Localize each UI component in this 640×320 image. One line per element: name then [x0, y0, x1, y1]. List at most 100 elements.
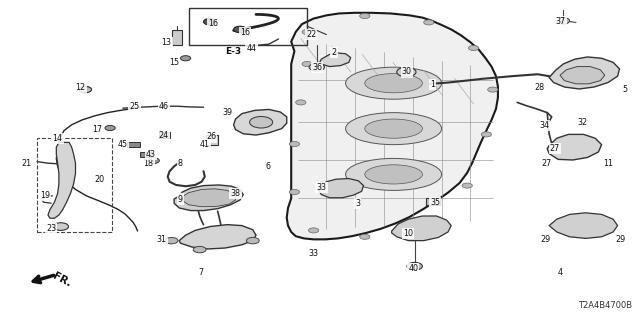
- Text: 21: 21: [22, 159, 32, 168]
- Circle shape: [289, 141, 300, 147]
- Polygon shape: [320, 53, 351, 67]
- Polygon shape: [319, 179, 364, 198]
- Text: 22: 22: [306, 30, 316, 39]
- Circle shape: [302, 61, 312, 67]
- Text: 19: 19: [40, 191, 50, 200]
- Ellipse shape: [365, 119, 422, 138]
- Circle shape: [468, 45, 479, 51]
- Polygon shape: [547, 134, 602, 160]
- Circle shape: [204, 19, 216, 25]
- Text: 28: 28: [534, 83, 545, 92]
- Text: 33: 33: [316, 183, 326, 192]
- Polygon shape: [392, 216, 451, 241]
- Circle shape: [53, 223, 68, 230]
- Circle shape: [424, 20, 434, 25]
- Text: 27: 27: [541, 159, 552, 168]
- Text: 3: 3: [355, 199, 360, 208]
- Text: 16: 16: [208, 20, 218, 28]
- Polygon shape: [174, 185, 243, 211]
- Bar: [159, 132, 170, 138]
- Polygon shape: [182, 189, 236, 207]
- Circle shape: [488, 87, 498, 92]
- Circle shape: [148, 158, 159, 164]
- Text: 5: 5: [622, 85, 627, 94]
- Text: FR.: FR.: [51, 271, 73, 289]
- Circle shape: [79, 86, 92, 93]
- Circle shape: [481, 132, 492, 137]
- Text: 15: 15: [169, 58, 179, 67]
- Bar: [37, 138, 112, 232]
- Text: 43: 43: [146, 150, 156, 159]
- Circle shape: [193, 246, 206, 253]
- Circle shape: [407, 262, 422, 270]
- Ellipse shape: [346, 67, 442, 99]
- Circle shape: [234, 26, 246, 33]
- Ellipse shape: [365, 165, 422, 184]
- Circle shape: [296, 100, 306, 105]
- Polygon shape: [234, 109, 287, 135]
- Ellipse shape: [365, 74, 422, 93]
- Text: 14: 14: [52, 134, 63, 143]
- Circle shape: [165, 237, 178, 244]
- Text: 46: 46: [159, 102, 169, 111]
- Text: 10: 10: [403, 229, 413, 238]
- Circle shape: [180, 56, 191, 61]
- Circle shape: [309, 63, 324, 71]
- Polygon shape: [287, 13, 498, 239]
- Text: 30: 30: [402, 68, 412, 76]
- Text: 40: 40: [408, 264, 419, 273]
- Polygon shape: [549, 57, 620, 89]
- Text: 36: 36: [312, 63, 323, 72]
- Text: 33: 33: [308, 249, 319, 258]
- Circle shape: [401, 69, 412, 75]
- Circle shape: [360, 234, 370, 239]
- Bar: [172, 30, 182, 45]
- Circle shape: [250, 116, 273, 128]
- Text: 16: 16: [240, 28, 250, 37]
- Polygon shape: [560, 67, 605, 84]
- Text: 34: 34: [539, 121, 549, 130]
- Circle shape: [246, 237, 259, 244]
- Text: 6: 6: [266, 162, 271, 171]
- Text: 23: 23: [46, 224, 56, 233]
- Text: 29: 29: [616, 235, 626, 244]
- Bar: [206, 135, 218, 145]
- Text: 11: 11: [604, 159, 614, 168]
- Text: 35: 35: [430, 198, 440, 207]
- Text: 31: 31: [156, 235, 166, 244]
- Bar: [189, 8, 307, 45]
- Text: 45: 45: [118, 140, 128, 149]
- Text: 9: 9: [178, 195, 183, 204]
- Text: 17: 17: [92, 125, 102, 134]
- Text: 27: 27: [550, 144, 560, 153]
- Circle shape: [289, 189, 300, 195]
- Circle shape: [462, 183, 472, 188]
- Text: T2A4B4700B: T2A4B4700B: [578, 301, 632, 310]
- Text: 44: 44: [246, 44, 257, 53]
- Text: 2: 2: [332, 48, 337, 57]
- Circle shape: [105, 125, 115, 131]
- Text: 8: 8: [178, 159, 183, 168]
- Text: 37: 37: [556, 17, 566, 26]
- Text: 12: 12: [76, 84, 86, 92]
- Text: 41: 41: [200, 140, 210, 149]
- Ellipse shape: [346, 158, 442, 190]
- Text: 24: 24: [159, 131, 169, 140]
- Bar: [140, 152, 152, 157]
- Bar: [426, 198, 440, 205]
- Text: 18: 18: [143, 159, 154, 168]
- Text: 4: 4: [558, 268, 563, 277]
- Text: 13: 13: [161, 38, 172, 47]
- Polygon shape: [48, 142, 76, 218]
- Text: 39: 39: [223, 108, 233, 117]
- Bar: [127, 142, 140, 147]
- Text: 20: 20: [95, 175, 105, 184]
- Text: 7: 7: [198, 268, 204, 277]
- Text: E-3: E-3: [225, 47, 242, 56]
- Text: 25: 25: [129, 102, 140, 111]
- Circle shape: [308, 228, 319, 233]
- Text: 29: 29: [540, 235, 550, 244]
- Text: 38: 38: [230, 189, 241, 198]
- Ellipse shape: [346, 113, 442, 145]
- Polygon shape: [549, 213, 618, 238]
